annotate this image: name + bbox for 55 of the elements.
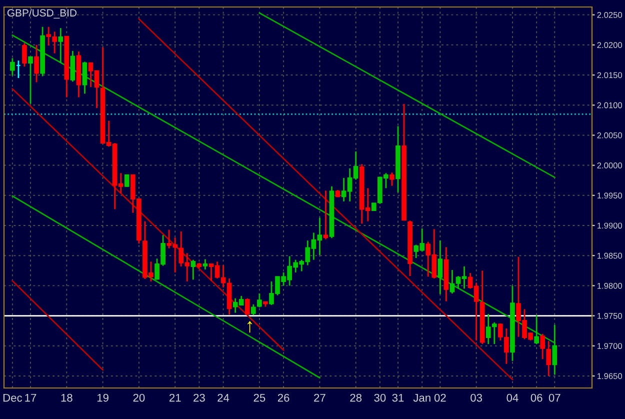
y-tick-label: 2.0150 (597, 72, 622, 78)
candlestick (34, 44, 39, 83)
x-tick-label: 03 (470, 394, 482, 402)
candlestick (124, 174, 130, 188)
x-tick-label: 26 (278, 394, 290, 402)
annotation: ↑ (248, 321, 252, 333)
x-tick-label: 27 (314, 394, 326, 402)
candlestick (546, 340, 552, 377)
candlestick (70, 50, 76, 82)
y-tick-label: 2.0050 (597, 132, 622, 138)
x-tick-label: Jan (413, 394, 430, 402)
y-tick-label: 1.9650 (597, 373, 622, 380)
y-tick-label: 1.9950 (597, 192, 622, 198)
y-tick-label: 1.9800 (597, 282, 622, 289)
candlestick (438, 240, 443, 295)
x-tick-label: 25 (254, 394, 266, 402)
x-tick-label: 04 (506, 394, 518, 402)
candlestick (534, 314, 539, 345)
x-tick-label: 02 (434, 394, 446, 402)
candlestick (190, 259, 196, 280)
y-tick-label: 1.9700 (597, 343, 622, 349)
x-tick-label: 31 (392, 394, 404, 402)
candlestick (390, 172, 394, 186)
x-tick-label: 17 (25, 394, 36, 402)
y-tick-label: 2.0000 (597, 162, 622, 168)
x-tick-label: Dec (3, 394, 22, 402)
y-tick-label: 1.9750 (597, 312, 622, 319)
candlestick (257, 292, 262, 308)
x-tick-label: 20 (133, 394, 145, 402)
x-tick-label: 07 (548, 394, 560, 402)
candlestick (244, 298, 250, 315)
x-tick-label: 06 (530, 394, 542, 402)
x-tick-label: 23 (194, 394, 205, 402)
candlestick (250, 304, 256, 316)
candlestick (22, 42, 27, 68)
x-tick-label: 24 (218, 394, 230, 402)
y-tick-label: 2.0100 (597, 102, 622, 108)
x-tick-label: 21 (169, 394, 181, 402)
candlestick (540, 333, 546, 360)
candlestick (552, 324, 558, 376)
y-tick-label: 2.0250 (597, 12, 622, 18)
x-tick-label: 30 (374, 394, 386, 402)
x-tick-label: 28 (350, 394, 362, 402)
y-tick-label: 1.9850 (597, 252, 622, 259)
x-tick-label: 19 (97, 394, 108, 402)
candlestick (58, 27, 64, 64)
y-tick-label: 2.0200 (597, 42, 622, 48)
candlestick (28, 56, 33, 105)
candlestick (202, 258, 208, 270)
candlestick (10, 57, 15, 76)
candlestick (82, 61, 88, 94)
x-tick-label: 18 (61, 394, 72, 402)
candlestick (323, 190, 328, 240)
y-tick-label: 1.9900 (597, 222, 622, 229)
chart-title: GBP/USD_BID (7, 8, 76, 19)
